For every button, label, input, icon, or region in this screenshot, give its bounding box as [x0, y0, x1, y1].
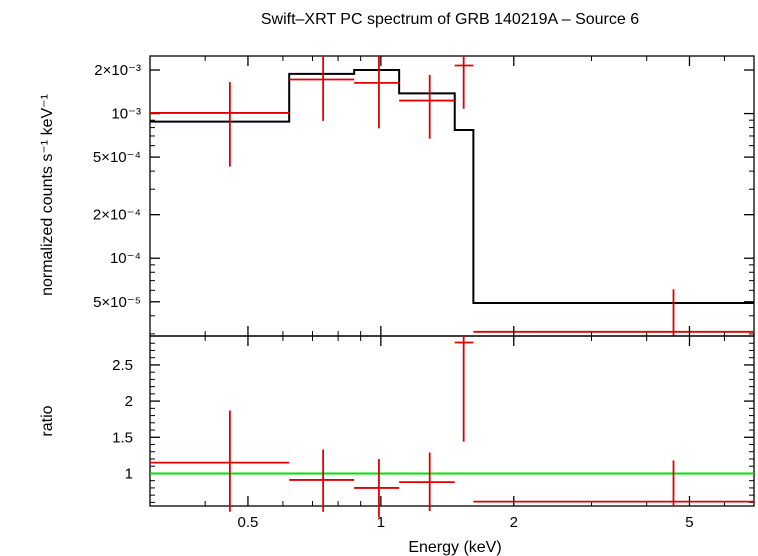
ratio-frame [149, 335, 755, 507]
ratio-y-tick-label: 1 [125, 465, 133, 482]
spectrum-y-axis-label: normalized counts s⁻¹ keV⁻¹ [39, 94, 56, 296]
spectrum-y-tick-label: 2×10⁻⁴ [93, 207, 141, 224]
spectrum-data-point [399, 74, 455, 139]
spectrum-data-point [454, 56, 474, 109]
ratio-y-axis-label: ratio [39, 405, 56, 436]
spectrum-data-point [354, 56, 400, 129]
chart-title: Swift–XRT PC spectrum of GRB 140219A – S… [261, 11, 639, 28]
spectrum-y-tick-label: 10⁻⁴ [110, 250, 141, 267]
spectrum-data-point [150, 82, 290, 167]
x-tick-label: 0.5 [238, 514, 259, 531]
spectrum-y-tick-label: 5×10⁻⁴ [93, 149, 141, 166]
spectrum-data-point [473, 289, 754, 336]
ratio-y-tick-label: 1.5 [112, 429, 133, 446]
x-tick-label: 2 [510, 514, 518, 531]
spectrum-data-point [289, 56, 355, 121]
ratio-y-tick-label: 2.5 [112, 357, 133, 374]
spectrum-y-tick-label: 5×10⁻⁵ [93, 294, 141, 311]
x-tick-label: 5 [685, 514, 693, 531]
ratio-data-point [399, 452, 455, 512]
x-axis-label: Energy (keV) [408, 539, 501, 556]
ratio-data-point [473, 460, 754, 506]
x-tick-label: 1 [377, 514, 385, 531]
ratio-y-tick-label: 2 [125, 393, 133, 410]
ratio-data-point [150, 410, 290, 512]
model-curve [150, 69, 754, 305]
spectrum-y-tick-label: 10⁻³ [111, 106, 141, 123]
spectrum-panel: 2×10⁻³ 10⁻³ 5×10⁻⁴ 2×10⁻⁴ 10⁻⁴ 5×10⁻⁵ [93, 55, 755, 506]
ratio-data-point [454, 336, 474, 442]
ratio-data-point [289, 449, 355, 512]
spectrum-y-tick-label: 2×10⁻³ [94, 62, 141, 79]
ratio-panel: 0.5 1 2 5 1 1.5 2 2.5 [112, 56, 755, 531]
ratio-data-point [354, 458, 400, 518]
spectrum-frame [149, 55, 755, 337]
